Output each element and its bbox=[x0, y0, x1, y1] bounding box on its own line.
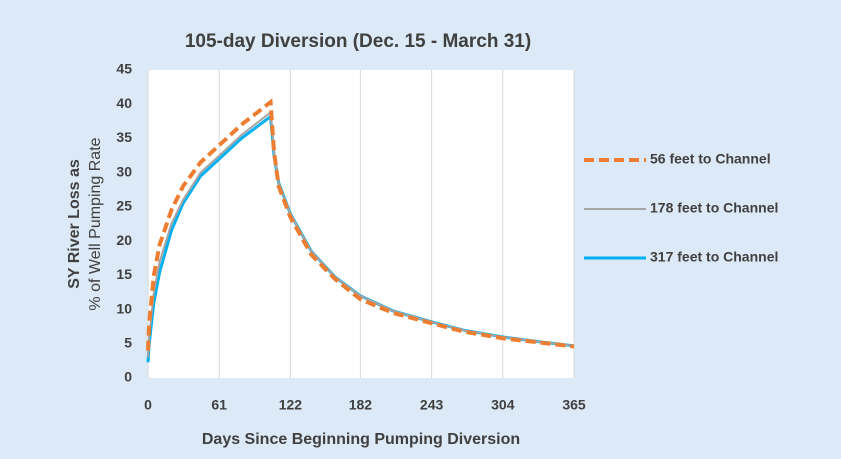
legend-label: 178 feet to Channel bbox=[650, 200, 778, 216]
y-tick-label: 10 bbox=[116, 300, 132, 316]
y-tick-label: 15 bbox=[116, 266, 132, 282]
series-line bbox=[146, 98, 575, 351]
y-tick-label: 20 bbox=[116, 232, 132, 248]
y-tick-label: 45 bbox=[116, 61, 132, 77]
y-tick-label: 25 bbox=[116, 198, 132, 214]
y-tick-label: 30 bbox=[116, 163, 132, 179]
y-tick-label: 35 bbox=[116, 129, 132, 145]
x-tick-label: 365 bbox=[562, 397, 586, 413]
x-axis-label: Days Since Beginning Pumping Diversion bbox=[202, 431, 520, 448]
x-tick-label: 61 bbox=[211, 397, 227, 413]
chart-title: 105-day Diversion (Dec. 15 - March 31) bbox=[185, 31, 531, 52]
y-tick-label: 0 bbox=[124, 369, 132, 385]
y-tick-label: 5 bbox=[124, 334, 132, 350]
legend-label: 56 feet to Channel bbox=[650, 151, 771, 167]
x-tick-label: 182 bbox=[349, 397, 373, 413]
series-line bbox=[147, 110, 575, 358]
legend-label: 317 feet to Channel bbox=[650, 249, 778, 265]
x-tick-label: 122 bbox=[279, 397, 303, 413]
y-tick-label: 40 bbox=[116, 95, 132, 111]
y-axis-label: SY River Loss as bbox=[66, 159, 83, 289]
plot-area bbox=[148, 70, 574, 378]
x-tick-label: 304 bbox=[491, 397, 515, 413]
x-tick-label: 243 bbox=[420, 397, 444, 413]
x-tick-label: 0 bbox=[144, 397, 152, 413]
y-axis-label: % of Well Pumping Rate bbox=[87, 137, 104, 310]
